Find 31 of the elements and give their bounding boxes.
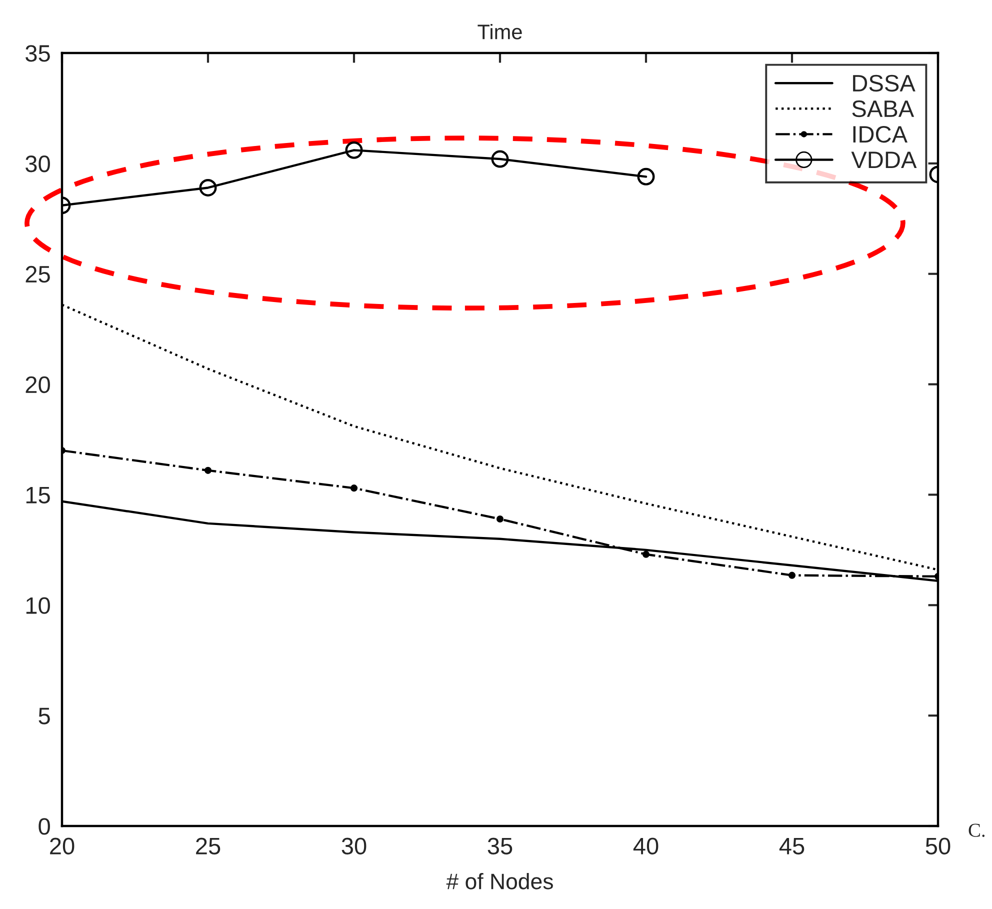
y-tick-label: 0 [38,818,50,835]
x-tick-label: 50 [926,838,950,854]
point [788,572,796,579]
point [350,484,358,492]
y-tick-label: 25 [26,266,50,283]
y-tick-label: 5 [38,708,50,724]
y-tick-label: 20 [26,376,50,394]
text: C. [968,824,985,837]
x-tick-label: 45 [779,838,804,854]
x-tick-label: 30 [342,838,366,854]
chart-title: Time [478,24,522,40]
x-tick-label: 25 [196,838,220,854]
y-tick-label: 30 [26,155,50,172]
x-axis-title: # of Nodes [446,873,553,890]
point [491,150,509,168]
x-tick-label: 20 [50,838,74,854]
point [642,550,650,558]
x-tick-label: 35 [488,838,512,854]
legend-label: DSSA [853,74,916,92]
point [204,466,212,474]
x-tick-label: 40 [633,838,658,854]
point [496,515,504,523]
point [637,168,655,186]
y-tick-label: 15 [26,487,50,504]
y-tick-label: 10 [26,597,50,614]
point [345,141,363,159]
legend-label: SABA [852,100,914,118]
legend-label: IDCA [853,126,908,143]
y-tick-label: 35 [26,45,50,62]
legend-label: VDDA [851,152,917,168]
point [199,178,217,196]
